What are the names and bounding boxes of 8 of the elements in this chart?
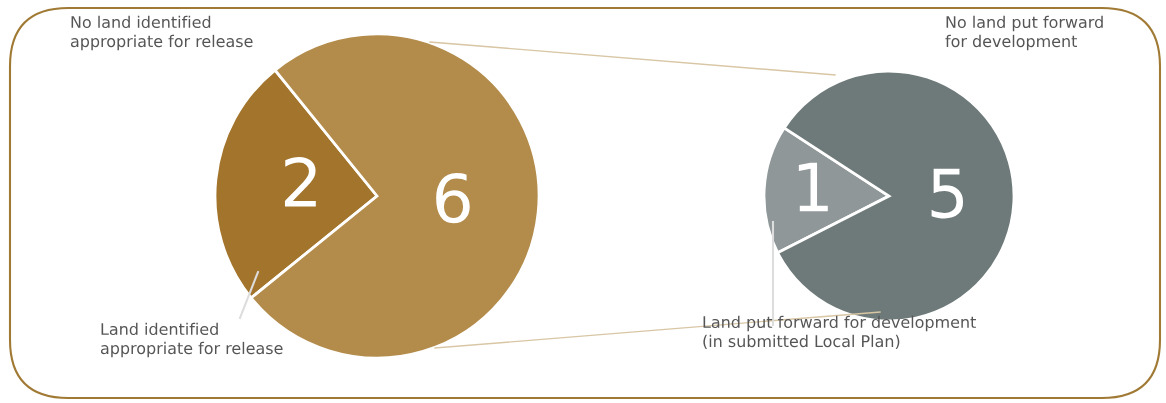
slice-label: No land identified appropriate for release [70, 15, 253, 51]
slice-label: Land identified appropriate for release [100, 322, 283, 358]
data-label: 2 [284, 156, 316, 207]
slice-label: Land put forward for development (in submitted Local Plan) [703, 315, 976, 350]
data-label: 1 [798, 162, 828, 212]
data-label: 6 [436, 172, 470, 224]
slice-label: No land put forward for development [945, 15, 1103, 51]
data-label: 5 [931, 168, 964, 219]
